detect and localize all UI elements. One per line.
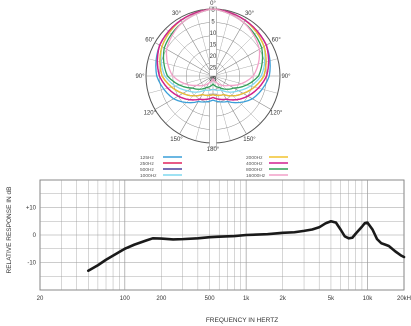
y-tick-label: 0 bbox=[33, 233, 37, 239]
polar-scale-strip bbox=[209, 6, 217, 77]
polar-radial-label: 25 bbox=[210, 66, 217, 72]
polar-angle-label: 150° bbox=[170, 137, 183, 143]
polar-spoke bbox=[148, 58, 214, 77]
legend-item: 250Hz bbox=[140, 161, 182, 167]
legend-label: 2000Hz bbox=[246, 155, 263, 161]
x-tick-label: 10k bbox=[363, 296, 374, 302]
polar-spoke bbox=[212, 75, 278, 94]
polar-angle-label: 180° bbox=[207, 147, 220, 153]
legend-item: 125Hz bbox=[140, 155, 182, 161]
polar-spoke bbox=[212, 28, 261, 77]
y-tick-label: -10 bbox=[27, 261, 36, 267]
polar-spoke bbox=[165, 28, 214, 77]
polar-angle-label: 30° bbox=[172, 11, 182, 17]
polar-spoke bbox=[148, 75, 214, 94]
polar-series-2000Hz bbox=[159, 8, 267, 97]
polar-angle-label: 90° bbox=[135, 74, 145, 80]
polar-angle-label: 120° bbox=[144, 111, 157, 117]
polar-angle-label: 0° bbox=[210, 1, 216, 7]
legend-item: 2000Hz bbox=[246, 155, 288, 161]
polar-spoke bbox=[212, 75, 247, 135]
polar-radial-label: 15 bbox=[210, 43, 217, 49]
legend-label: 125Hz bbox=[140, 155, 154, 161]
polar-radial-label: 10 bbox=[210, 31, 217, 37]
x-tick-label: 2k bbox=[279, 296, 286, 302]
x-tick-label: 500 bbox=[205, 296, 216, 302]
polar-radial-label: 0 bbox=[211, 8, 215, 14]
polar-angle-label: 30° bbox=[245, 11, 255, 17]
polar-spoke bbox=[154, 75, 214, 110]
y-axis-title: RELATIVE RESPONSE IN dB bbox=[6, 187, 13, 274]
x-tick-label: 100 bbox=[120, 296, 131, 302]
polar-chart: 0510152025dB0°30°30°60°60°90°90°120°120°… bbox=[135, 1, 291, 153]
legend-item: 500Hz bbox=[140, 167, 182, 173]
polar-angle-label: 60° bbox=[145, 38, 155, 44]
legend-item: 8000Hz bbox=[246, 167, 288, 173]
legend-item: 16000Hz bbox=[246, 173, 288, 179]
legend-label: 4000Hz bbox=[246, 161, 263, 167]
legend-item: 4000Hz bbox=[246, 161, 288, 167]
polar-angle-label: 120° bbox=[270, 111, 283, 117]
polar-spoke bbox=[179, 17, 214, 77]
x-tick-label: 20kH bbox=[397, 296, 411, 302]
polar-radial-label: 5 bbox=[211, 20, 215, 26]
polar-series-16000Hz bbox=[165, 8, 261, 87]
legend-label: 8000Hz bbox=[246, 167, 263, 173]
legend-label: 1000Hz bbox=[140, 173, 157, 179]
legend-label: 16000Hz bbox=[246, 173, 266, 179]
polar-spoke bbox=[179, 75, 214, 135]
legend-label: 250Hz bbox=[140, 161, 154, 167]
x-axis-title: FREQUENCY IN HERTZ bbox=[206, 317, 278, 324]
x-tick-label: 200 bbox=[156, 296, 167, 302]
polar-series-4000Hz bbox=[156, 8, 270, 101]
legend-item: 1000Hz bbox=[140, 173, 182, 179]
x-tick-label: 20 bbox=[37, 296, 44, 302]
polar-rear-strip bbox=[209, 93, 217, 148]
polar-radial-label: 20 bbox=[210, 54, 217, 60]
polar-angle-label: 150° bbox=[243, 137, 256, 143]
x-tick-label: 1k bbox=[243, 296, 250, 302]
polar-spoke bbox=[212, 75, 272, 110]
y-tick-label: +10 bbox=[26, 206, 37, 212]
x-tick-label: 5k bbox=[328, 296, 335, 302]
polar-spoke bbox=[212, 17, 247, 77]
response-curve bbox=[86, 219, 406, 273]
frequency-response-chart: 20 100 200 500 1k 2k 5k 10k 20kH +10 0 -10 FREQUENCY… bbox=[6, 179, 411, 324]
polar-angle-label: 90° bbox=[281, 74, 291, 80]
legend-label: 500Hz bbox=[140, 167, 154, 173]
polar-spoke bbox=[212, 58, 278, 77]
polar-series-8000Hz bbox=[162, 8, 264, 90]
polar-angle-label: 60° bbox=[272, 38, 282, 44]
